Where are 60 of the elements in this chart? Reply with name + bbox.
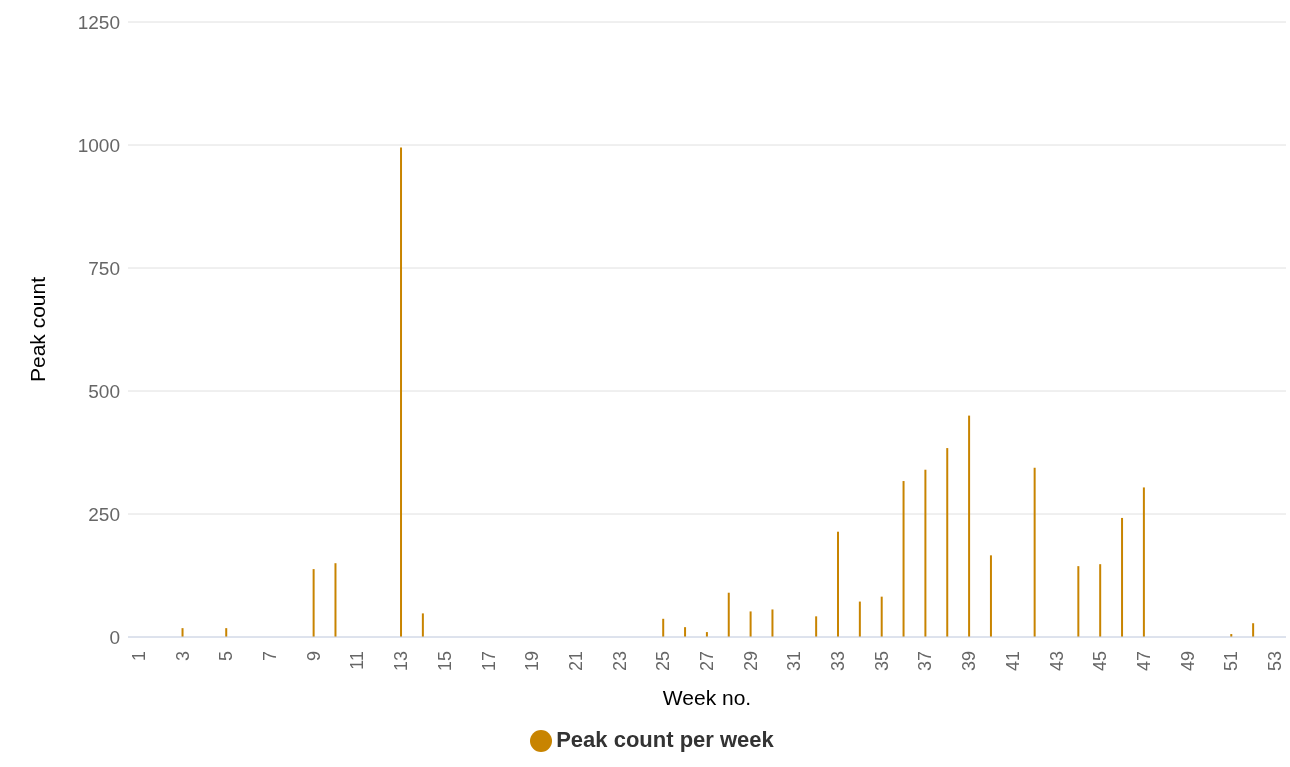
bar	[727, 592, 730, 637]
x-tick-label: 29	[740, 651, 761, 672]
x-axis-title: Week no.	[662, 686, 752, 709]
bar	[837, 531, 839, 637]
bar	[902, 481, 905, 637]
x-tick-label: 47	[1133, 651, 1154, 672]
bar	[1099, 564, 1102, 637]
x-tick-label: 1	[128, 651, 149, 662]
x-tick-label: 5	[216, 651, 237, 662]
x-tick-label: 43	[1046, 651, 1067, 672]
bar	[684, 627, 687, 637]
y-tick-label: 500	[88, 380, 120, 402]
bar	[989, 555, 992, 637]
y-tick-label: 250	[88, 503, 120, 525]
x-tick-label: 3	[172, 651, 193, 662]
x-tick-label: 41	[1002, 651, 1023, 672]
bar	[312, 569, 315, 637]
x-tick-label: 13	[391, 651, 412, 672]
x-tick-label: 53	[1265, 651, 1286, 672]
x-tick-label: 51	[1221, 651, 1242, 672]
x-tick-label: 27	[697, 651, 717, 672]
bar	[1142, 487, 1145, 637]
x-tick-label: 33	[828, 651, 849, 672]
x-tick-label: 35	[871, 651, 892, 672]
bar	[421, 613, 424, 637]
bar	[858, 601, 861, 637]
bar	[400, 147, 403, 637]
y-axis-title: Peak count	[26, 276, 50, 383]
bar	[1033, 467, 1036, 637]
bar	[946, 448, 949, 637]
x-tick-label: 25	[653, 651, 674, 672]
bar	[771, 609, 774, 637]
x-tick-label: 15	[434, 651, 455, 672]
x-tick-label: 9	[303, 651, 324, 662]
x-tick-label: 31	[784, 651, 805, 672]
x-tick-label: 37	[915, 651, 936, 672]
x-tick-label: 49	[1177, 651, 1198, 672]
x-tick-label: 11	[347, 651, 368, 670]
x-tick-label: 45	[1090, 651, 1111, 672]
bar	[880, 596, 883, 637]
x-tick-label: 21	[565, 651, 586, 672]
legend-label: Peak count per week	[556, 727, 774, 752]
bar	[662, 618, 665, 637]
y-tick-label: 750	[88, 257, 120, 279]
bar	[749, 611, 752, 637]
x-tick-label: 19	[522, 651, 543, 672]
y-tick-label: 1250	[77, 11, 120, 33]
bar	[1077, 566, 1080, 637]
x-tick-label: 7	[260, 651, 281, 662]
y-tick-label: 1000	[77, 134, 120, 156]
y-tick-label: 0	[109, 626, 120, 648]
bar	[1252, 623, 1255, 637]
bar	[334, 563, 337, 637]
bar	[968, 415, 971, 637]
x-tick-label: 17	[478, 651, 499, 672]
bar	[815, 616, 818, 637]
bar	[1121, 517, 1124, 637]
x-tick-label: 39	[959, 651, 980, 672]
bar	[924, 469, 927, 637]
x-tick-label: 23	[609, 651, 630, 672]
